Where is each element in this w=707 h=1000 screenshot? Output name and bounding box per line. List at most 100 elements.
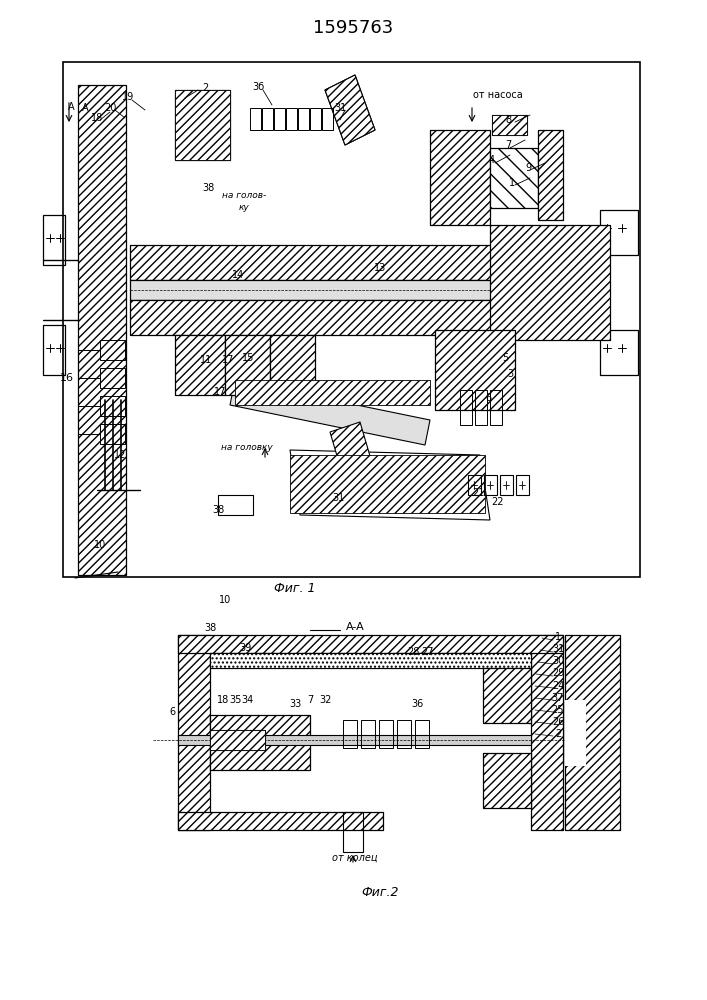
Bar — [235, 380, 430, 405]
Bar — [100, 340, 125, 360]
Bar — [490, 148, 538, 208]
Bar — [483, 753, 531, 808]
Bar — [100, 368, 125, 388]
Bar — [492, 115, 527, 135]
Text: 28: 28 — [407, 647, 419, 657]
Bar — [435, 330, 515, 410]
Bar — [531, 635, 563, 830]
Bar — [379, 720, 393, 748]
Text: 5: 5 — [502, 353, 508, 363]
Text: ку: ку — [239, 202, 250, 212]
Bar — [175, 90, 230, 160]
Text: 35: 35 — [229, 695, 241, 705]
Bar — [361, 720, 375, 748]
Bar — [322, 108, 333, 130]
Text: 18: 18 — [217, 695, 229, 705]
Bar — [210, 715, 310, 770]
Text: 11: 11 — [200, 355, 212, 365]
Text: 31: 31 — [332, 493, 344, 503]
Text: 10: 10 — [219, 595, 231, 605]
Text: 15: 15 — [242, 353, 255, 363]
Bar — [178, 635, 563, 653]
Bar — [130, 300, 520, 335]
Text: 22: 22 — [492, 497, 504, 507]
Bar — [538, 130, 563, 220]
Bar — [175, 90, 230, 160]
Bar — [225, 335, 270, 395]
Polygon shape — [290, 450, 490, 520]
Bar — [130, 245, 580, 280]
Bar — [500, 475, 513, 495]
Text: 4: 4 — [489, 155, 495, 165]
Text: A: A — [69, 102, 75, 112]
Bar — [178, 812, 383, 830]
Bar — [130, 280, 605, 300]
Bar — [435, 330, 515, 410]
Text: 38: 38 — [202, 183, 214, 193]
Bar — [210, 730, 265, 750]
Bar — [310, 108, 321, 130]
Bar — [274, 108, 285, 130]
Text: 9: 9 — [525, 163, 531, 173]
Text: 2: 2 — [202, 83, 208, 93]
Bar — [100, 396, 125, 416]
Text: A: A — [82, 103, 88, 113]
Text: 27: 27 — [421, 647, 433, 657]
Bar — [531, 635, 563, 830]
Bar — [600, 330, 638, 375]
Text: 19: 19 — [122, 92, 134, 102]
Text: 1: 1 — [555, 632, 561, 642]
Bar — [343, 720, 357, 748]
Text: 30: 30 — [552, 656, 564, 666]
Text: 29: 29 — [551, 668, 564, 678]
Text: 1: 1 — [509, 178, 515, 188]
Text: 16: 16 — [60, 373, 74, 383]
Bar — [178, 735, 531, 745]
Bar — [565, 635, 620, 830]
Text: 18: 18 — [91, 113, 103, 123]
Text: 37: 37 — [551, 693, 564, 703]
Bar — [298, 108, 309, 130]
Text: 1595763: 1595763 — [313, 19, 393, 37]
Text: от колец: от колец — [332, 853, 378, 863]
Bar — [343, 812, 363, 852]
Text: A-A: A-A — [346, 622, 364, 632]
Text: 3: 3 — [507, 369, 513, 379]
Text: на голов-: на голов- — [222, 192, 266, 200]
Bar — [538, 130, 563, 220]
Bar — [286, 108, 297, 130]
Text: 26: 26 — [551, 717, 564, 727]
Text: 38: 38 — [204, 623, 216, 633]
Text: 2: 2 — [555, 729, 561, 739]
Bar — [225, 335, 270, 395]
Bar — [492, 115, 527, 135]
Text: Фиг. 1: Фиг. 1 — [274, 582, 316, 594]
Bar — [178, 812, 383, 830]
Bar — [483, 668, 531, 723]
Text: 6: 6 — [169, 707, 175, 717]
Bar — [397, 720, 411, 748]
Bar — [178, 635, 210, 830]
Bar — [565, 700, 585, 765]
Bar — [490, 225, 610, 340]
Bar — [484, 475, 497, 495]
Text: 17: 17 — [214, 387, 226, 397]
Polygon shape — [325, 75, 375, 145]
Bar — [130, 300, 520, 335]
Bar — [210, 653, 531, 668]
Bar — [415, 720, 429, 748]
Bar — [78, 85, 126, 575]
Text: 7: 7 — [307, 695, 313, 705]
Bar — [100, 424, 125, 444]
Bar — [130, 245, 580, 280]
Text: 32: 32 — [319, 695, 331, 705]
Bar — [250, 108, 261, 130]
Text: 3б: 3б — [252, 82, 264, 92]
Bar — [490, 225, 610, 340]
Text: на головку: на головку — [221, 442, 273, 452]
Polygon shape — [230, 380, 430, 445]
Text: 17: 17 — [222, 355, 234, 365]
Bar — [78, 85, 126, 575]
Text: 33: 33 — [289, 699, 301, 709]
Bar — [516, 475, 529, 495]
